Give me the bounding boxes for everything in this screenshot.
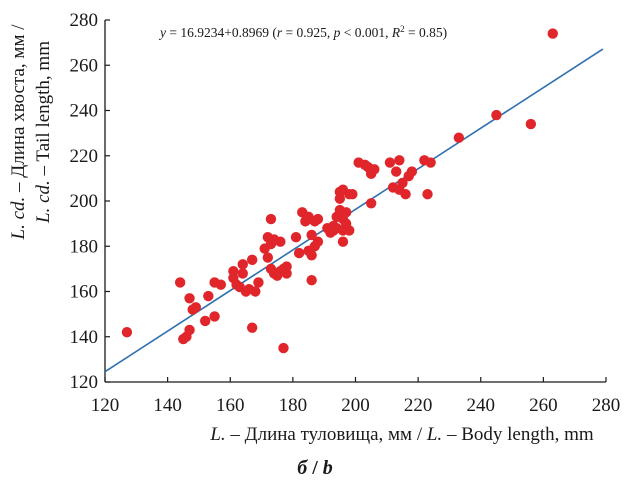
x-tick-label: 120	[91, 395, 120, 416]
data-point	[400, 189, 411, 200]
data-point	[306, 229, 317, 241]
data-point	[397, 177, 408, 189]
y-axis-label-line2: L. cd. – Tail length, mm	[33, 41, 54, 224]
data-point	[184, 324, 195, 336]
y-tick-label: 200	[70, 191, 99, 212]
y-tick-label: 140	[70, 327, 99, 348]
data-point	[246, 322, 258, 333]
data-point	[275, 236, 286, 247]
data-point	[306, 250, 317, 261]
x-tick-label: 200	[341, 395, 370, 416]
x-tick-label: 160	[216, 395, 245, 416]
data-point	[190, 302, 202, 313]
y-tick-label: 120	[70, 372, 99, 393]
data-point	[369, 164, 380, 175]
data-point	[547, 28, 558, 39]
y-axis-ticks: 120 140 160 180 200 220 240 260 280	[70, 10, 110, 393]
data-point	[365, 198, 377, 209]
data-point	[425, 157, 436, 168]
y-tick-label: 260	[70, 55, 99, 76]
data-point	[174, 277, 186, 288]
data-point	[337, 236, 349, 247]
x-tick-label: 180	[279, 395, 308, 416]
x-tick-label: 280	[592, 395, 621, 416]
y-axis-label-line1: L. cd. – Длина хвоста, мм /	[8, 24, 29, 241]
y-tick-label: 280	[70, 10, 99, 31]
x-tick-label: 240	[467, 395, 496, 416]
data-point	[203, 290, 214, 302]
x-axis-label: L. – Длина туловища, мм / L. – Body leng…	[209, 424, 594, 445]
regression-equation: y = 16.9234+0.8969 (r = 0.925, p < 0.001…	[158, 24, 447, 40]
data-point	[391, 166, 402, 177]
plot-area: 120 140 160 180 200 220 240 260 280 120 140 160 180…	[70, 10, 621, 416]
data-point	[312, 213, 324, 225]
data-point	[237, 268, 248, 279]
data-points	[121, 28, 558, 354]
data-point	[265, 213, 277, 225]
data-point	[237, 259, 248, 270]
data-point	[250, 286, 261, 297]
data-point	[209, 311, 220, 322]
data-point	[453, 132, 465, 143]
data-point	[525, 118, 537, 130]
data-point	[278, 342, 289, 354]
regression-line	[104, 48, 604, 373]
data-point	[246, 254, 258, 266]
data-point	[384, 157, 396, 168]
data-point	[293, 247, 305, 259]
x-tick-label: 140	[153, 395, 182, 416]
data-point	[121, 327, 133, 338]
data-point	[253, 277, 264, 288]
data-point	[312, 236, 324, 247]
data-point	[290, 232, 302, 243]
x-tick-label: 260	[529, 395, 558, 416]
data-point	[184, 293, 195, 304]
data-point	[306, 274, 317, 286]
data-point	[406, 166, 418, 177]
data-point	[228, 265, 239, 277]
data-point	[344, 225, 355, 236]
data-point	[200, 315, 211, 327]
data-point	[340, 207, 352, 218]
data-point	[347, 189, 358, 200]
x-axis-ticks: 120 140 160 180 200 220 240 260 280	[91, 377, 621, 416]
data-point	[491, 109, 502, 121]
y-tick-label: 240	[70, 101, 99, 122]
data-point	[394, 155, 405, 166]
x-tick-label: 220	[404, 395, 433, 416]
y-tick-label: 220	[70, 146, 99, 167]
panel-label: б / b	[297, 457, 333, 479]
data-point	[262, 252, 274, 263]
data-point	[215, 279, 227, 290]
y-tick-label: 160	[70, 282, 99, 303]
y-tick-label: 180	[70, 236, 99, 257]
data-point	[281, 261, 292, 272]
data-point	[422, 189, 433, 200]
